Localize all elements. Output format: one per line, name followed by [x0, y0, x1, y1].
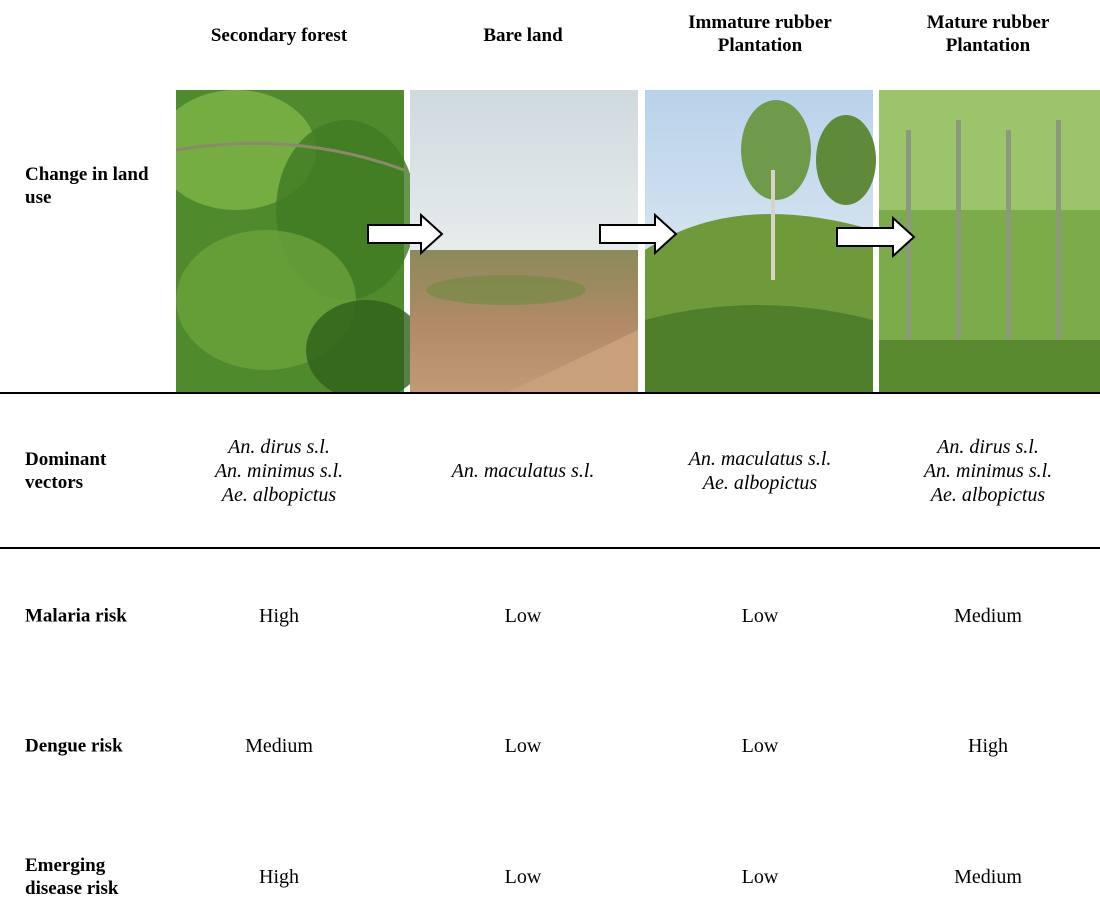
vector: An. maculatus s.l.	[688, 448, 832, 470]
photo-mature-rubber	[879, 90, 1100, 393]
column-header: Immature rubber Plantation	[688, 12, 832, 56]
vector: An. minimus s.l.	[214, 460, 344, 482]
arrow	[599, 212, 678, 256]
vector: An. dirus s.l.	[228, 436, 330, 458]
risk-cell: Medium	[954, 866, 1022, 888]
column-header: Secondary forest	[210, 25, 348, 46]
vector-cell: An. dirus s.l. An. minimus s.l. Ae. albo…	[169, 435, 389, 507]
photo-immature-rubber	[645, 90, 876, 393]
vector: Ae. albopictus	[221, 484, 337, 506]
row-rule	[0, 392, 1100, 394]
photo-bare-land	[410, 90, 638, 393]
risk-cell: Low	[741, 735, 779, 757]
vector: Ae. albopictus	[930, 484, 1046, 506]
vector: An. maculatus s.l.	[451, 460, 595, 482]
vector: An. dirus s.l.	[937, 436, 1039, 458]
arrow	[836, 215, 916, 259]
vector-cell: An. maculatus s.l.	[413, 459, 633, 483]
column-header: Mature rubber Plantation	[926, 12, 1050, 56]
risk-cell: Low	[741, 866, 779, 888]
land-use-photos	[176, 90, 1100, 393]
row-rule	[0, 547, 1100, 549]
vector: Ae. albopictus	[702, 472, 818, 494]
risk-cell: Low	[504, 605, 542, 627]
vector: An. minimus s.l.	[923, 460, 1053, 482]
vector-cell: An. dirus s.l. An. minimus s.l. Ae. albo…	[878, 435, 1098, 507]
photo-secondary-forest	[176, 90, 426, 393]
risk-cell: High	[968, 735, 1008, 757]
row-label: Change in land use	[25, 164, 149, 208]
risk-cell: Low	[504, 866, 542, 888]
risk-cell: Low	[741, 605, 779, 627]
risk-cell: High	[259, 866, 299, 888]
row-label: Dengue risk	[25, 735, 123, 757]
vector-cell: An. maculatus s.l. Ae. albopictus	[650, 447, 870, 495]
risk-cell: Medium	[954, 605, 1022, 627]
arrow	[367, 212, 444, 256]
row-label: Emerging disease risk	[25, 855, 119, 899]
column-header: Bare land	[483, 25, 563, 46]
row-label: Dominant vectors	[25, 449, 107, 493]
risk-cell: Low	[504, 735, 542, 757]
risk-cell: Medium	[245, 735, 313, 757]
row-label: Malaria risk	[25, 605, 127, 627]
risk-cell: High	[259, 605, 299, 627]
